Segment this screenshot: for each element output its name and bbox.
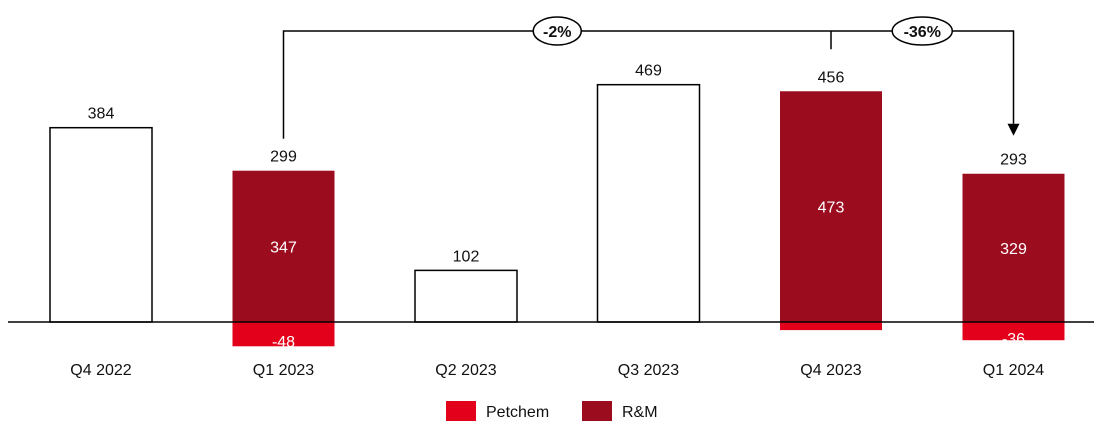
x-tick-label: Q2 2023 — [435, 362, 496, 379]
x-tick-label: Q4 2022 — [70, 362, 131, 379]
growth-bracket — [282, 30, 1015, 139]
petchem-bar — [962, 322, 1065, 341]
petchem-value-label: -16 — [819, 329, 842, 346]
rm-value-label: 347 — [270, 239, 297, 256]
rm-bar — [962, 173, 1065, 322]
rm-value-label: 329 — [1000, 241, 1027, 258]
legend-swatch-rm — [582, 401, 612, 421]
total-value-label: 293 — [1000, 152, 1027, 169]
legend-label-rm: R&M — [622, 404, 658, 421]
legend-swatch-petchem — [446, 401, 476, 421]
total-value-label: 299 — [270, 149, 297, 166]
total-value-label: 384 — [88, 106, 115, 123]
legend-label-petchem: Petchem — [486, 404, 549, 421]
petchem-value-label: -36 — [1002, 331, 1025, 348]
total-bar — [49, 126, 153, 323]
x-tick-label: Q1 2024 — [983, 362, 1044, 379]
total-value-label: 456 — [818, 69, 845, 86]
total-bar — [414, 269, 518, 323]
total-value-label: 469 — [635, 63, 662, 80]
growth-badge-label: -2% — [543, 24, 571, 41]
rm-bar — [232, 170, 335, 322]
growth-badge-label: -36% — [904, 24, 941, 41]
total-bar — [596, 83, 701, 323]
petchem-value-label: -48 — [272, 334, 295, 351]
x-tick-label: Q4 2023 — [800, 362, 861, 379]
rm-value-label: 473 — [818, 200, 845, 217]
growth-badge — [532, 16, 582, 46]
growth-badge — [891, 16, 953, 46]
petchem-bar — [232, 322, 335, 347]
growth-arrowhead — [1007, 123, 1020, 136]
x-tick-label: Q1 2023 — [253, 362, 314, 379]
x-tick-label: Q3 2023 — [618, 362, 679, 379]
total-value-label: 102 — [453, 248, 480, 265]
petchem-bar — [780, 322, 882, 331]
rm-bar — [780, 91, 882, 322]
